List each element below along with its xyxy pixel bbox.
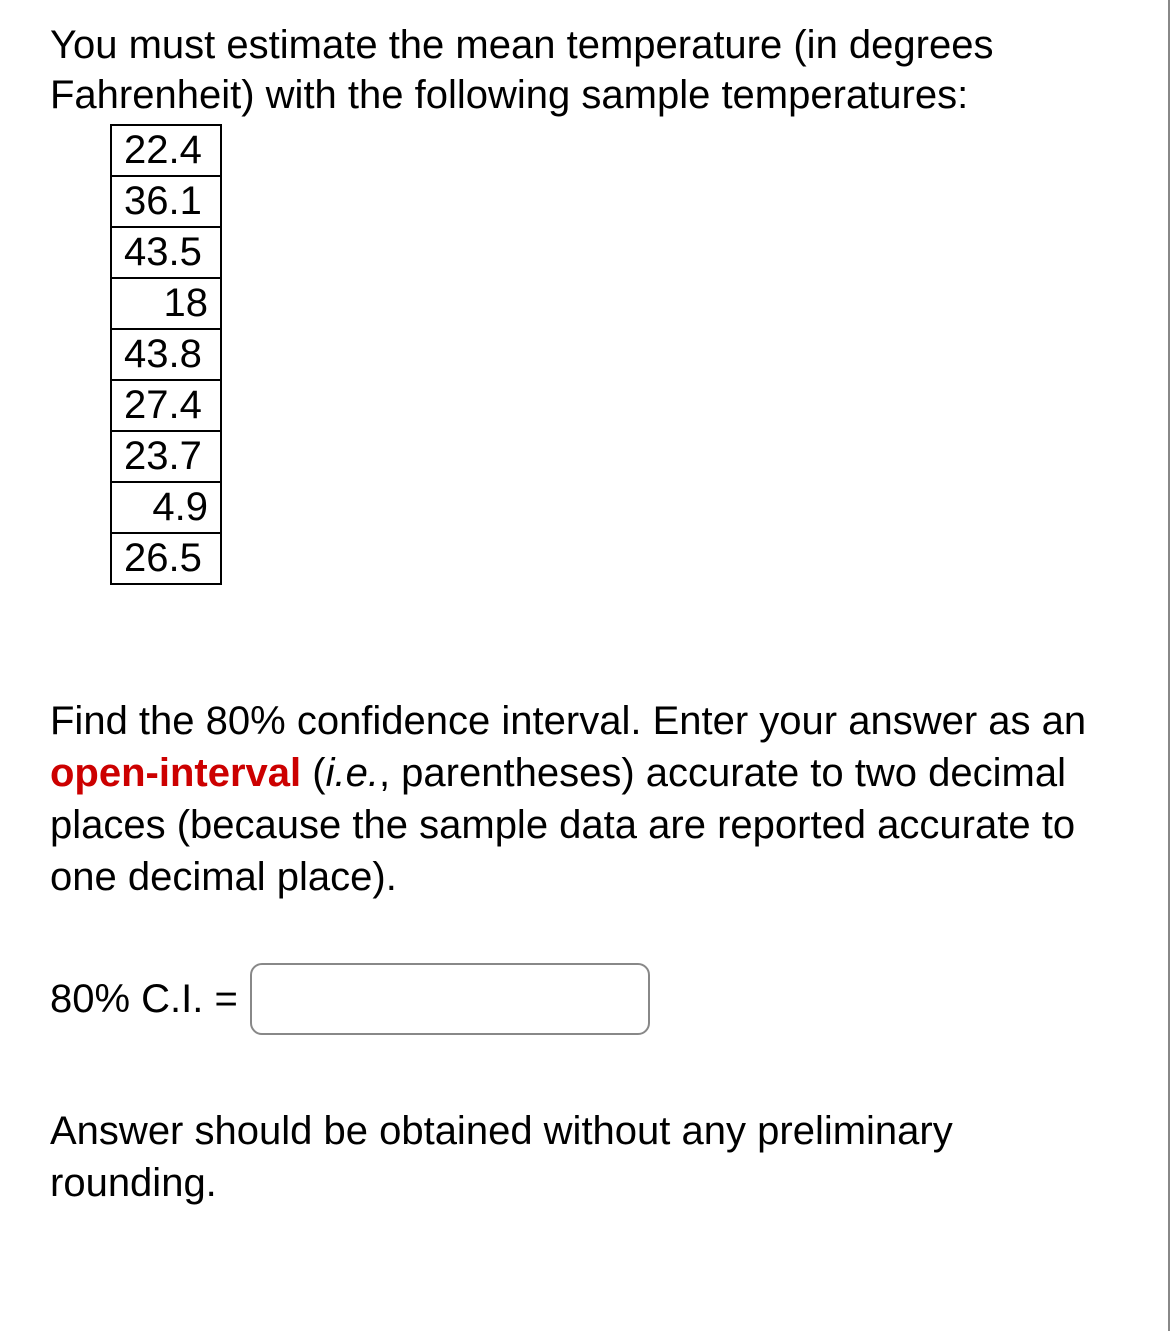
sample-data-table: 22.436.143.51843.827.423.74.926.5 xyxy=(110,124,222,585)
footnote-text: Answer should be obtained without any pr… xyxy=(50,1105,1118,1209)
table-row: 18 xyxy=(111,278,221,329)
table-cell: 43.5 xyxy=(111,227,221,278)
table-cell: 43.8 xyxy=(111,329,221,380)
question-text: Find the 80% confidence interval. Enter … xyxy=(50,695,1118,903)
table-cell: 4.9 xyxy=(111,482,221,533)
table-cell: 18 xyxy=(111,278,221,329)
highlight-term: open-interval xyxy=(50,751,301,795)
table-row: 43.5 xyxy=(111,227,221,278)
problem-page: You must estimate the mean temperature (… xyxy=(0,0,1170,1331)
table-cell: 36.1 xyxy=(111,176,221,227)
intro-text: You must estimate the mean temperature (… xyxy=(50,20,1118,120)
table-cell: 23.7 xyxy=(111,431,221,482)
italic-abbrev: i.e. xyxy=(326,751,379,795)
confidence-interval-input[interactable] xyxy=(250,963,650,1035)
table-row: 43.8 xyxy=(111,329,221,380)
answer-row: 80% C.I. = xyxy=(50,963,1118,1035)
table-row: 22.4 xyxy=(111,125,221,176)
question-part1: Find the 80% confidence interval. Enter … xyxy=(50,699,1086,743)
table-row: 4.9 xyxy=(111,482,221,533)
table-row: 26.5 xyxy=(111,533,221,584)
table-cell: 26.5 xyxy=(111,533,221,584)
table-row: 23.7 xyxy=(111,431,221,482)
table-cell: 22.4 xyxy=(111,125,221,176)
table-row: 27.4 xyxy=(111,380,221,431)
table-cell: 27.4 xyxy=(111,380,221,431)
question-part2: ( xyxy=(301,751,325,795)
table-body: 22.436.143.51843.827.423.74.926.5 xyxy=(111,125,221,584)
answer-label: 80% C.I. = xyxy=(50,977,238,1022)
table-row: 36.1 xyxy=(111,176,221,227)
